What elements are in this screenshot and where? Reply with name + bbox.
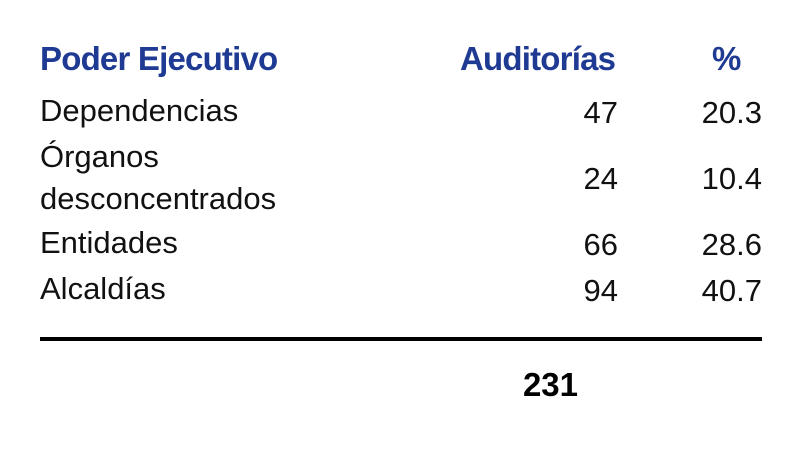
header-percent: % (712, 40, 741, 77)
table-row: Órganos desconcentrados 24 10.4 (40, 136, 762, 222)
header-category: Poder Ejecutivo (40, 40, 278, 77)
table-row: Dependencias 47 20.3 (40, 90, 762, 136)
row-percent: 28.6 (701, 227, 762, 262)
total-divider (40, 337, 762, 341)
row-category: Órganos desconcentrados (40, 139, 277, 216)
row-percent: 10.4 (701, 161, 762, 196)
row-audits: 24 (583, 161, 618, 196)
row-category: Dependencias (40, 93, 239, 128)
row-category: Alcaldías (40, 271, 166, 306)
row-category: Entidades (40, 225, 178, 260)
row-audits: 66 (583, 227, 618, 262)
row-audits: 47 (583, 95, 618, 130)
table-row: Entidades 66 28.6 (40, 222, 762, 268)
row-audits: 94 (583, 273, 618, 308)
table-header-row: Poder Ejecutivo Auditorías % (40, 38, 762, 90)
header-audits: Auditorías (460, 40, 616, 77)
row-category-cell: Órganos desconcentrados (40, 136, 460, 220)
total-audits: 231 (522, 366, 578, 403)
row-percent: 40.7 (701, 273, 762, 308)
audit-summary-table: Poder Ejecutivo Auditorías % Dependencia… (40, 38, 762, 314)
row-percent: 20.3 (701, 95, 762, 130)
table-row: Alcaldías 94 40.7 (40, 268, 762, 314)
